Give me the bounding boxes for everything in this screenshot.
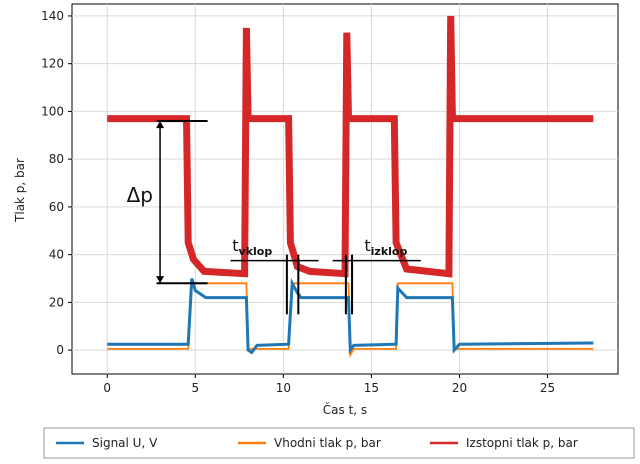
y-tick-label: 120 [41,57,64,71]
x-tick-label: 5 [191,381,199,395]
x-tick-label: 25 [540,381,555,395]
series-line-2 [107,15,594,278]
x-tick-label: 0 [103,381,111,395]
legend: Signal U, V Vhodni tlak p, bar Izstopni … [43,427,635,459]
delta-arrow-head-bottom [156,276,165,284]
legend-label-signal: Signal U, V [92,436,158,450]
y-tick-label: 60 [49,200,64,214]
legend-box [43,427,635,459]
x-tick-label: 10 [276,381,291,395]
delta-p-label: Δp [127,183,153,207]
series-line-1 [107,282,594,359]
x-tick-label: 20 [452,381,467,395]
x-axis-label: Čas t, s [323,402,367,417]
legend-label-izstopni: Izstopni tlak p, bar [466,436,578,450]
y-tick-label: 100 [41,104,64,118]
ticks: 0 5 10 15 20 25 0 20 40 60 80 100 120 140 [41,9,555,395]
y-tick-label: 140 [41,9,64,23]
legend-label-vhodni: Vhodni tlak p, bar [274,436,381,450]
y-tick-label: 20 [49,295,64,309]
x-tick-label: 15 [364,381,379,395]
y-axis-label: Tlak p, bar [13,158,27,223]
y-tick-label: 40 [49,248,64,262]
y-tick-label: 0 [56,343,64,357]
y-tick-label: 80 [49,152,64,166]
delta-arrow-head-top [156,120,165,129]
